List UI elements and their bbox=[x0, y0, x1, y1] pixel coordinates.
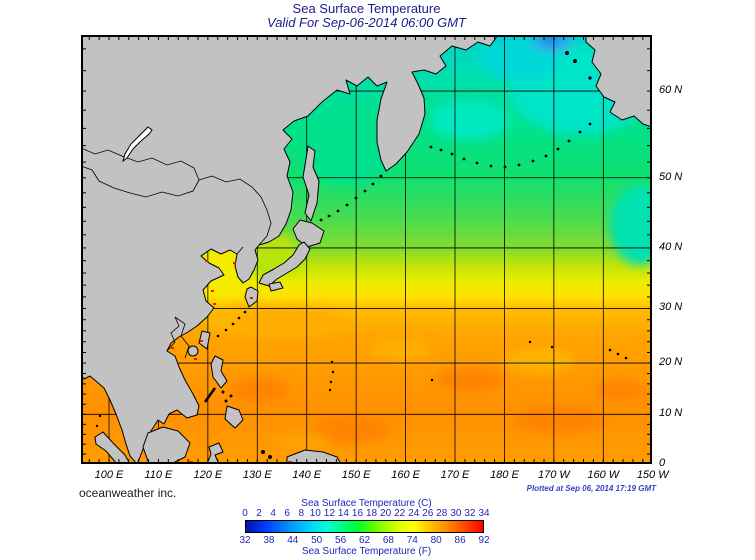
page-title: Sea Surface Temperature bbox=[292, 1, 441, 16]
colorbar-gradient bbox=[245, 520, 484, 533]
colorbar-tick-f: 80 bbox=[430, 535, 442, 546]
colorbar-title-celsius: Sea Surface Temperature (C) bbox=[301, 498, 432, 509]
lon-label: 110 E bbox=[144, 469, 173, 481]
land-shikoku bbox=[268, 281, 284, 292]
lon-label: 170 W bbox=[537, 469, 570, 481]
country-borders bbox=[81, 147, 272, 359]
lat-label: 40 N bbox=[659, 240, 683, 253]
colorbar-tick-c: 34 bbox=[478, 508, 490, 519]
colorbar-tick-f: 68 bbox=[382, 535, 394, 546]
land-borneo bbox=[142, 426, 191, 464]
land-luzon bbox=[210, 355, 228, 389]
land-honshu bbox=[258, 241, 311, 287]
island-dots bbox=[95, 51, 628, 459]
lon-label: 120 E bbox=[193, 469, 223, 481]
land-alaska-chukotka bbox=[585, 35, 652, 128]
land-palawan bbox=[203, 387, 217, 403]
lon-label: 160 W bbox=[587, 469, 620, 481]
colorbar-tick-c: 10 bbox=[309, 508, 321, 519]
land-masses bbox=[81, 35, 652, 464]
colorbar-tick-c: 16 bbox=[351, 508, 364, 519]
colorbar-tick-f: 50 bbox=[311, 535, 323, 546]
land-hainan bbox=[187, 345, 199, 357]
lat-label: 20 N bbox=[659, 356, 683, 369]
colorbar-tick-c: 20 bbox=[380, 508, 392, 519]
colorbar-tick-c: 24 bbox=[408, 508, 420, 519]
colorbar-tick-c: 32 bbox=[464, 508, 476, 519]
lon-label: 130 E bbox=[242, 469, 272, 481]
colorbar-tick-c: 0 bbox=[242, 508, 248, 519]
sst-map bbox=[81, 35, 652, 464]
colorbar-tick-c: 22 bbox=[394, 508, 406, 519]
lon-label: 170 E bbox=[440, 469, 470, 481]
colorbar-tick-c: 28 bbox=[436, 508, 448, 519]
colorbar-tick-c: 30 bbox=[450, 508, 462, 519]
page-subtitle: Valid For Sep-06-2014 06:00 GMT bbox=[267, 15, 466, 30]
colorbar-tick-c: 2 bbox=[256, 508, 262, 519]
land-taiwan bbox=[198, 330, 211, 350]
colorbar-tick-f: 74 bbox=[406, 535, 418, 546]
colorbar-title-fahrenheit: Sea Surface Temperature (F) bbox=[301, 546, 432, 557]
land-sakhalin bbox=[302, 145, 320, 222]
colorbar-tick-c: 18 bbox=[365, 508, 378, 519]
plotted-timestamp: Plotted at Sep 06, 2014 17:19 GMT bbox=[526, 484, 656, 493]
colorbar-tick-f: 38 bbox=[263, 535, 275, 546]
land-new-guinea bbox=[286, 449, 342, 464]
land-hokkaido bbox=[292, 219, 325, 248]
colorbar-tick-f: 32 bbox=[239, 535, 251, 546]
land-asia-mainland bbox=[81, 35, 499, 464]
colorbar-tick-c: 12 bbox=[323, 508, 335, 519]
land-sumatra bbox=[94, 431, 131, 464]
colorbar-tick-c: 26 bbox=[422, 508, 434, 519]
lon-label: 150 W bbox=[636, 469, 669, 481]
lat-label: 10 N bbox=[659, 407, 683, 420]
colorbar-tick-f: 56 bbox=[335, 535, 347, 546]
land-sulawesi bbox=[206, 442, 224, 464]
lon-label: 140 E bbox=[292, 469, 322, 481]
lon-label: 160 E bbox=[391, 469, 420, 481]
colorbar-tick-c: 14 bbox=[337, 508, 349, 519]
colorbar-tick-c: 6 bbox=[284, 508, 290, 519]
credit-text: oceanweather inc. bbox=[79, 486, 177, 500]
colorbar-tick-f: 92 bbox=[478, 535, 490, 546]
colorbar-tick-f: 62 bbox=[358, 535, 371, 546]
lon-label: 100 E bbox=[94, 469, 124, 481]
lon-label: 180 E bbox=[490, 469, 519, 481]
lat-label: 30 N bbox=[659, 301, 683, 314]
colorbar-tick-c: 4 bbox=[270, 508, 276, 519]
land-mindanao bbox=[224, 405, 244, 429]
lon-label: 150 E bbox=[341, 469, 371, 481]
colorbar-tick-f: 44 bbox=[287, 535, 299, 546]
map-frame bbox=[81, 35, 652, 464]
lat-label: 0 bbox=[659, 457, 666, 469]
lake-baikal bbox=[122, 126, 153, 163]
colorbar-tick-c: 8 bbox=[298, 508, 305, 519]
lat-label: 50 N bbox=[659, 170, 683, 183]
colorbar-tick-f: 86 bbox=[454, 535, 466, 546]
lat-label: 60 N bbox=[659, 84, 683, 97]
